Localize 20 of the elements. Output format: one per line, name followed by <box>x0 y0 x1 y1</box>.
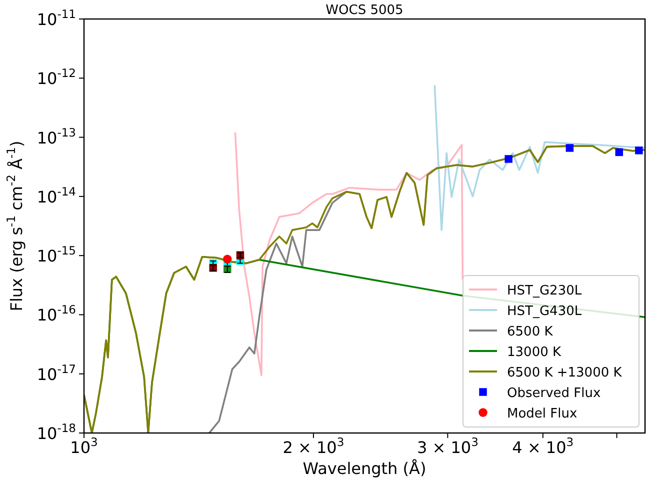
x-tick-label: 10$^{3}$ <box>70 435 98 457</box>
legend-label: 13000 K <box>507 345 562 360</box>
x-tick-label: 3 × 10$^{3}$ <box>416 435 478 457</box>
y-tick-label: 10$^{-14}$ <box>36 184 76 206</box>
x-axis-title: Wavelength (Å) <box>302 459 426 478</box>
y-tick-label: 10$^{-15}$ <box>36 244 76 266</box>
legend-label: HST_G430L <box>507 304 582 319</box>
legend-label: 6500 K +13000 K <box>507 366 622 380</box>
y-tick-label: 10$^{-16}$ <box>36 302 76 325</box>
legend-label: Observed Flux <box>507 386 602 401</box>
y-tick-label: 10$^{-17}$ <box>36 362 76 384</box>
x-tick-label: 2 × 10$^{3}$ <box>282 435 344 457</box>
x-tick-label: 4 × 10$^{3}$ <box>512 435 574 457</box>
y-tick-label: 10$^{-11}$ <box>36 7 76 29</box>
legend-label: 6500 K <box>507 324 554 340</box>
chart-title: WOCS 5005 <box>326 3 404 18</box>
y-tick-label: 10$^{-12}$ <box>36 66 76 88</box>
legend-label: HST_G230L <box>507 284 582 298</box>
legend-label: Model Flux <box>507 406 578 422</box>
y-tick-label: 10$^{-13}$ <box>36 125 76 148</box>
